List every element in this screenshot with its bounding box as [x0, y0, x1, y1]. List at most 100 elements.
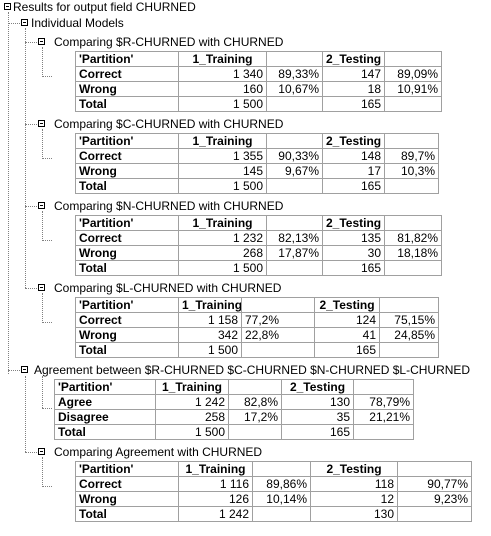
collapse-icon[interactable]	[21, 19, 28, 26]
collapse-icon[interactable]	[21, 366, 28, 373]
percent-cell: 18,18%	[384, 245, 442, 261]
row-label: Total	[75, 178, 179, 194]
table-row: Agree 1 242 82,8% 130 78,79%	[54, 394, 414, 410]
percent-cell: 82,13%	[266, 230, 323, 246]
row-label: Total	[75, 96, 179, 112]
percent-cell: 81,82%	[384, 230, 442, 246]
collapse-icon[interactable]	[38, 284, 45, 291]
results-table-model-l: 'Partition' 1_Training 2_Testing Correct…	[75, 297, 439, 358]
row-label: Wrong	[75, 491, 179, 507]
count-cell: 148	[322, 148, 385, 164]
row-label: Correct	[75, 476, 179, 492]
results-table-agreement: 'Partition' 1_Training 2_Testing Agree 1…	[54, 379, 414, 440]
row-label: Disagree	[54, 409, 156, 425]
header-cell	[379, 297, 439, 313]
count-cell: 1 242	[155, 394, 229, 410]
collapse-icon[interactable]	[38, 448, 45, 455]
percent-cell: 17,2%	[228, 409, 282, 425]
tree-node-label: Comparing $C-CHURNED with CHURNED	[54, 117, 284, 131]
tree-line-individual	[25, 28, 26, 288]
header-cell	[384, 215, 442, 231]
percent-cell: 89,33%	[266, 66, 323, 82]
count-cell: 126	[178, 491, 253, 507]
count-cell: 1 500	[178, 178, 267, 194]
row-label: Wrong	[75, 81, 179, 97]
header-cell: 'Partition'	[75, 51, 179, 67]
count-cell: 160	[178, 81, 267, 97]
row-label: Wrong	[75, 327, 179, 343]
table-row: Total 1 500 165	[54, 424, 414, 440]
tree-branch-model-r	[25, 42, 39, 43]
table-header-row: 'Partition' 1_Training 2_Testing	[75, 297, 439, 313]
header-cell: 2_Testing	[322, 133, 385, 149]
table-row: Total 1 500 165	[75, 342, 439, 358]
percent-cell	[266, 96, 323, 112]
header-cell: 2_Testing	[281, 379, 354, 395]
row-label: Correct	[75, 230, 179, 246]
percent-cell	[252, 506, 311, 522]
count-cell: 1 158	[178, 312, 242, 328]
tree-line-comparing-agreement	[42, 457, 43, 487]
row-label: Correct	[75, 148, 179, 164]
row-label: Total	[75, 506, 179, 522]
row-label: Correct	[75, 312, 179, 328]
count-cell: 147	[322, 66, 385, 82]
percent-cell	[353, 424, 414, 440]
tree-node-label: Comparing $N-CHURNED with CHURNED	[54, 199, 284, 213]
percent-cell: 22,8%	[241, 327, 315, 343]
tree-branch-table-c	[42, 158, 52, 159]
header-cell: 2_Testing	[314, 297, 380, 313]
count-cell: 342	[178, 327, 242, 343]
tree-line-agreement-table	[42, 376, 43, 408]
header-cell: 'Partition'	[75, 133, 179, 149]
tree-node-label: Comparing $R-CHURNED with CHURNED	[54, 35, 284, 49]
tree-node-label: Comparing $L-CHURNED with CHURNED	[54, 281, 282, 295]
percent-cell: 89,7%	[384, 148, 439, 164]
header-cell: 'Partition'	[75, 461, 179, 477]
row-label: Wrong	[75, 245, 179, 261]
count-cell: 145	[178, 163, 267, 179]
percent-cell: 77,2%	[241, 312, 315, 328]
percent-cell: 78,79%	[353, 394, 414, 410]
percent-cell	[384, 178, 439, 194]
header-cell: 'Partition'	[75, 215, 179, 231]
count-cell: 1 340	[178, 66, 267, 82]
percent-cell	[384, 96, 442, 112]
count-cell: 1 355	[178, 148, 267, 164]
tree-branch-comparing-agreement	[25, 452, 39, 453]
count-cell: 118	[310, 476, 398, 492]
tree-branch-model-l	[25, 288, 39, 289]
count-cell: 35	[281, 409, 354, 425]
percent-cell: 89,86%	[252, 476, 311, 492]
table-row: Correct 1 355 90,33% 148 89,7%	[75, 148, 439, 164]
collapse-icon[interactable]	[38, 202, 45, 209]
percent-cell	[266, 178, 323, 194]
collapse-icon[interactable]	[38, 38, 45, 45]
collapse-icon[interactable]	[38, 120, 45, 127]
tree-branch-model-n	[25, 206, 39, 207]
table-row: Correct 1 116 89,86% 118 90,77%	[75, 476, 472, 492]
percent-cell	[228, 424, 282, 440]
header-cell	[241, 297, 315, 313]
count-cell: 165	[281, 424, 354, 440]
count-cell: 1 500	[178, 342, 242, 358]
header-cell	[266, 133, 323, 149]
table-row: Wrong 126 10,14% 12 9,23%	[75, 491, 472, 507]
percent-cell	[379, 342, 439, 358]
count-cell: 17	[322, 163, 385, 179]
table-row: Total 1 242 130	[75, 506, 472, 522]
collapse-icon[interactable]	[4, 3, 11, 10]
header-cell: 'Partition'	[75, 297, 179, 313]
table-row: Total 1 500 165	[75, 178, 439, 194]
tree-node-label: Results for output field CHURNED	[13, 0, 196, 14]
table-row: Wrong 268 17,87% 30 18,18%	[75, 245, 442, 261]
count-cell: 124	[314, 312, 380, 328]
table-header-row: 'Partition' 1_Training 2_Testing	[54, 379, 414, 395]
header-cell	[252, 461, 311, 477]
percent-cell: 10,14%	[252, 491, 311, 507]
header-cell: 2_Testing	[310, 461, 398, 477]
header-cell: 1_Training	[155, 379, 229, 395]
count-cell: 1 500	[155, 424, 229, 440]
table-row: Correct 1 340 89,33% 147 89,09%	[75, 66, 442, 82]
count-cell: 1 500	[178, 96, 267, 112]
